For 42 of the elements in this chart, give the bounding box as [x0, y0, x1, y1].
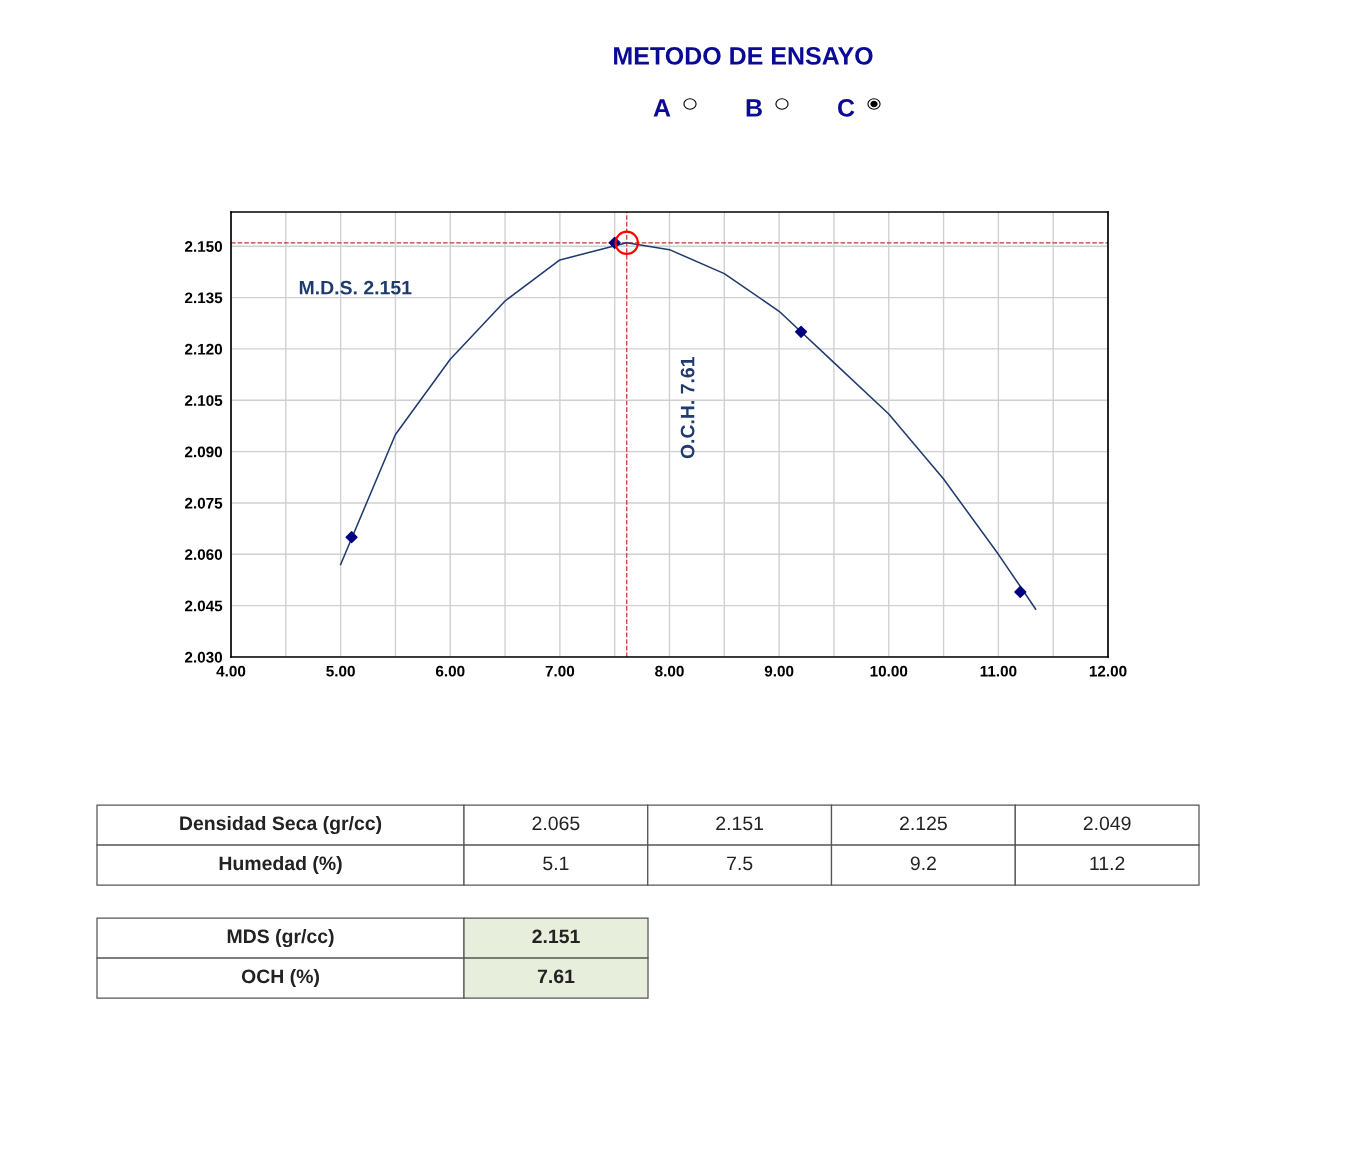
x-tick-label: 5.00 [326, 665, 355, 677]
x-tick-label: 12.00 [1089, 665, 1127, 677]
text: 7.5 [727, 856, 753, 871]
y-tick-label: 2.150 [184, 241, 223, 252]
text: 5.1 [543, 856, 569, 871]
text: 7.61 [537, 969, 575, 984]
text: OCH (%) [241, 968, 319, 988]
point [614, 230, 639, 256]
x-tick-label: 6.00 [435, 665, 465, 677]
text: 11.2 [1090, 856, 1125, 871]
y-tick-label: 2.060 [184, 549, 223, 560]
y-tick-label: 2.135 [184, 292, 223, 304]
text: C [838, 99, 855, 117]
text: 9.2 [910, 856, 936, 871]
x-tick-label: 8.00 [655, 665, 684, 677]
point [794, 325, 808, 338]
y-tick-label: 2.075 [184, 497, 223, 509]
text: Densidad Seca (gr/cc) [180, 815, 382, 835]
y-tick-label: 2.120 [184, 343, 223, 355]
y-tick-label: 2.105 [184, 395, 223, 406]
x-tick-label: 4.00 [216, 665, 246, 677]
y-tick-label: 2.045 [184, 600, 223, 612]
text: B [746, 99, 762, 117]
y-tick-label: 2.030 [184, 651, 223, 663]
ref-line-label: M.D.S. 2.151 [299, 280, 412, 295]
chart-title: METODO DE ENSAYO [614, 47, 873, 65]
ref-line-label: O.C.H. 7.61 [680, 357, 695, 459]
text: MDS (gr/cc) [227, 928, 334, 948]
text: 2.151 [532, 929, 580, 944]
point [1014, 585, 1027, 599]
text: A [653, 99, 671, 117]
x-tick-label: 9.00 [764, 665, 794, 677]
x-tick-label: 11.00 [980, 665, 1017, 677]
point [345, 531, 358, 544]
x-tick-label: 10.00 [870, 665, 908, 677]
text: 2.049 [1083, 816, 1131, 831]
text: 2.125 [900, 816, 947, 831]
text: 2.151 [716, 816, 764, 831]
text: 2.065 [532, 816, 580, 831]
x-tick-label: 7.00 [545, 665, 575, 677]
text: Humedad (%) [219, 855, 342, 875]
y-tick-label: 2.090 [184, 446, 223, 458]
